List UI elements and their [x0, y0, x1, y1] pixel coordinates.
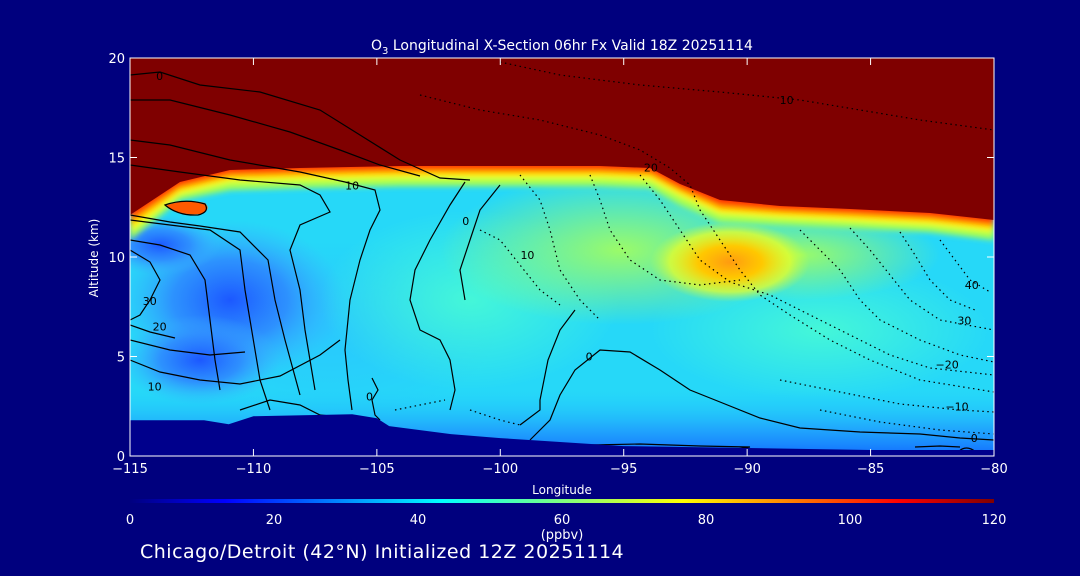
colorbar-tick-label: 100: [838, 513, 863, 528]
contour-value-label: 10: [780, 94, 794, 107]
x-tick-label: −105: [359, 462, 395, 477]
colorbar: [130, 499, 994, 503]
colorbar-tick-label: 80: [698, 513, 715, 528]
x-axis-label: Longitude: [532, 483, 592, 497]
contour-line: [130, 249, 161, 321]
contour-line: [130, 71, 471, 181]
contour-line: [779, 379, 994, 413]
plot-area: 0 10 10 0 20 10 40 30 20 30 10 −20 0 −10 0 0: [130, 58, 994, 456]
contour-value-label: 30: [143, 295, 157, 308]
contour-value-label: 0: [462, 215, 469, 228]
colorbar-ticks: 0 20 40 60 80 100 120: [126, 513, 1007, 528]
contour-line: [130, 99, 421, 177]
contour-line: [469, 409, 521, 426]
y-tick-label: 5: [117, 351, 125, 366]
solid-contours: [130, 71, 994, 453]
y-tick-label: 20: [108, 52, 125, 67]
contour-line: [639, 174, 994, 376]
contour-value-label: 0: [586, 351, 593, 364]
contour-line: [914, 445, 961, 448]
colorbar-tick-label: 40: [410, 513, 427, 528]
y-axis: 0 5 10 15 20: [108, 52, 994, 465]
contour-line: [130, 214, 301, 396]
contour-value-label: 20: [153, 321, 167, 334]
contour-line: [130, 219, 271, 411]
y-tick-label: 15: [108, 152, 125, 167]
contour-line: [799, 229, 994, 363]
contour-value-label: 0: [366, 390, 373, 403]
contour-line: [459, 184, 501, 301]
colorbar-tick-label: 120: [982, 513, 1007, 528]
contour-labels: 0 10 10 0 20 10 40 30 20 30 10 −20 0 −10 0 0: [143, 70, 979, 445]
contour-line: [130, 324, 176, 339]
contour-line: [130, 239, 221, 391]
x-tick-label: −85: [857, 462, 884, 477]
contour-line: [529, 349, 994, 441]
contour-line: [519, 309, 576, 426]
contour-line: [130, 164, 331, 391]
high-ozone-core: [650, 222, 810, 302]
contour-value-label: 10: [345, 179, 359, 192]
contour-line: [163, 200, 208, 216]
x-tick-label: −100: [482, 462, 518, 477]
contour-line: [371, 377, 381, 421]
contour-line: [130, 339, 341, 385]
stratosphere-region: [130, 58, 994, 220]
contour-value-label: 0: [156, 70, 163, 83]
x-tick-label: −110: [236, 462, 272, 477]
contour-value-label: 40: [965, 279, 979, 292]
x-tick-label: −90: [733, 462, 760, 477]
contour-line: [394, 399, 446, 411]
contour-value-label: 20: [644, 161, 658, 174]
contour-line: [130, 139, 381, 411]
chart-title: O3 Longitudinal X-Section 06hr Fx Valid …: [371, 38, 753, 57]
low-ozone-lower: [130, 315, 280, 405]
contour-value-label: 30: [957, 315, 971, 328]
y-tick-label: 10: [108, 251, 125, 266]
colorbar-tick-label: 60: [554, 513, 571, 528]
x-tick-label: −115: [112, 462, 148, 477]
contour-line: [589, 174, 741, 286]
contour-value-label: −20: [935, 358, 958, 371]
colorbar-tick-label: 0: [126, 513, 134, 528]
contour-line: [419, 94, 994, 393]
x-tick-label: −95: [610, 462, 637, 477]
terrain-mask: [130, 414, 994, 456]
colorbar-tick-label: 20: [266, 513, 283, 528]
x-axis: −115 −110 −105 −100 −95 −90 −85 −80: [112, 58, 1008, 477]
contour-line: [519, 174, 601, 321]
contour-line: [819, 409, 994, 435]
y-axis-label: Altitude (km): [87, 219, 101, 298]
contour-value-label: 0: [971, 432, 978, 445]
contour-value-label: 10: [520, 249, 534, 262]
footer-caption: Chicago/Detroit (42°N) Initialized 12Z 2…: [140, 541, 625, 563]
contour-value-label: 10: [148, 380, 162, 393]
contour-line: [130, 339, 246, 356]
x-tick-label: −80: [980, 462, 1007, 477]
colorbar-units: (ppbv): [541, 528, 584, 543]
contour-line: [409, 181, 466, 411]
contour-value-label: −10: [945, 400, 968, 413]
y-tick-label: 0: [117, 450, 125, 465]
low-ozone-upper: [130, 215, 220, 275]
dotted-contours: [394, 61, 994, 435]
